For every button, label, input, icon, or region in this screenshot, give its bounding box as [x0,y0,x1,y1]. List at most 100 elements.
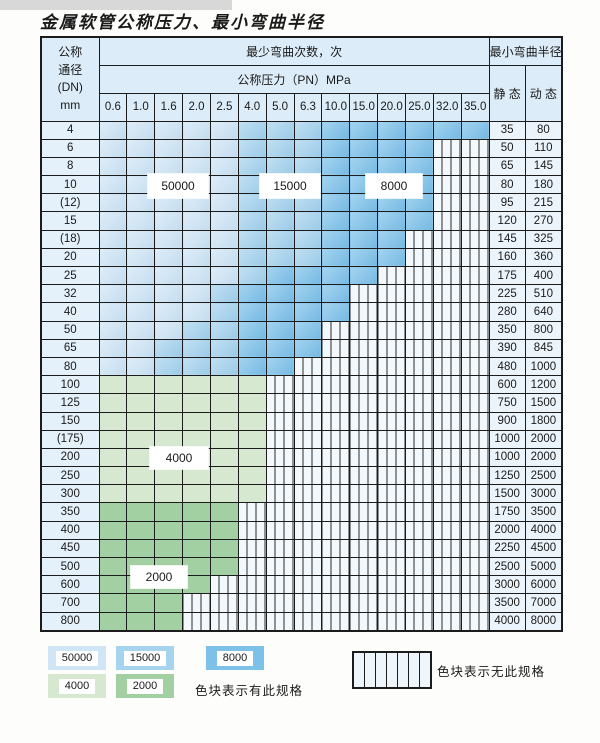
cycles-cell [182,156,211,177]
cycles-cell [98,466,128,486]
cycles-cell [154,375,184,395]
cycles-cell [377,375,406,395]
cycles-cell [349,520,379,540]
dn-cell: 6 [40,138,100,158]
cycles-cell [209,466,239,486]
cycles-cell [377,320,406,340]
cycles-cell [237,320,267,340]
cycles-cell [265,429,295,449]
cycles-cell [349,502,379,522]
cycles-cell [432,466,462,486]
cycles-cell [404,375,434,395]
no-spec-stripe-cell [365,653,376,687]
cycles-cell [209,484,239,504]
cycles-cell [349,575,379,595]
cycles-cell [265,284,295,304]
cycles-cell [265,265,295,286]
cycles-cell [209,411,239,431]
cycles-cell [377,429,406,449]
table-row: 6 50 110 [40,138,563,158]
cycles-cell [321,447,351,468]
cycles-cell [209,593,239,613]
cycles-cell [237,411,267,431]
cycles-cell [182,320,211,340]
cycles-cell [349,538,379,559]
cycles-cell [154,193,184,213]
cycles-cell [98,138,128,158]
cycles-cell [126,356,156,377]
legend-swatch-15000: 15000 [116,646,174,670]
dn-cell: 80 [40,356,100,377]
static-radius-cell: 80 [488,175,526,195]
cycles-cell [237,429,267,449]
cycles-cell [432,484,462,504]
cycles-cell [377,265,406,286]
cycles-cell [404,611,434,632]
cycles-cell [377,411,406,431]
dn-cell: 65 [40,338,100,358]
dynamic-radius-cell: 180 [524,175,563,195]
cycles-cell [432,138,462,158]
cycles-cell [265,138,295,158]
cycles-cell [349,411,379,431]
cycles-cell [460,411,490,431]
cycles-cell [209,393,239,413]
dn-cell: 250 [40,466,100,486]
table-row: 125 750 1500 [40,393,563,413]
cycles-cell [98,593,128,613]
spec-table: 公称 通径 (DN) mm 最少弯曲次数，次 最小弯曲半径 公称压力（PN）MPa 静… [40,36,564,632]
dn-cell: 125 [40,393,100,413]
cycles-cell [154,466,184,486]
cycles-cell [209,538,239,559]
cycles-cell [293,611,323,632]
cycles-cell [209,138,239,158]
cycles-cell [126,538,156,559]
legend-swatch-8000: 8000 [206,646,264,670]
cycles-cell [432,538,462,559]
dn-cell: 8 [40,156,100,177]
cycles-cell [404,302,434,322]
legend-no-spec-swatch [352,651,432,689]
cycles-cell [98,375,128,395]
cycles-cell [209,211,239,231]
cycles-cell [460,265,490,286]
cycles-cell [404,338,434,358]
dynamic-radius-cell: 800 [524,320,563,340]
cycles-cell [293,447,323,468]
dynamic-radius-cell: 360 [524,247,563,268]
cycles-cell [237,593,267,613]
cycles-cell [265,247,295,268]
cycles-cell [209,556,239,577]
cycles-cell [265,356,295,377]
cycle-count-label: 4000 [150,447,208,469]
cycles-cell [349,393,379,413]
legend-swatch-2000: 2000 [116,674,174,698]
pressure-title-cell: 公称压力（PN）MPa [98,64,490,94]
cycles-cell [349,138,379,158]
cycles-cell [182,302,211,322]
cycles-cell [432,429,462,449]
cycles-cell [293,193,323,213]
cycles-cell [98,356,128,377]
cycles-cell [432,284,462,304]
cycles-cell [154,320,184,340]
legend-no-spec-text: 色块表示无此规格 [437,665,546,679]
table-body: 4 35 80 6 50 110 8 65 145 10 80 180 (12) 95 215 15 120 27… [40,120,563,632]
cycles-cell [321,575,351,595]
dn-cell: 40 [40,302,100,322]
cycles-cell [321,520,351,540]
cycles-cell [154,211,184,231]
cycles-cell [432,120,462,140]
dynamic-radius-cell: 4500 [524,538,563,559]
cycles-cell [209,265,239,286]
pressure-col-header: 6.3 [293,92,323,122]
cycles-cell [209,120,239,140]
legend-swatch-4000: 4000 [48,674,106,698]
cycles-cell [460,484,490,504]
cycles-cell [154,538,184,559]
cycles-cell [126,411,156,431]
cycles-cell [154,502,184,522]
cycles-cell [209,156,239,177]
cycles-cell [321,429,351,449]
cycles-cell [432,593,462,613]
